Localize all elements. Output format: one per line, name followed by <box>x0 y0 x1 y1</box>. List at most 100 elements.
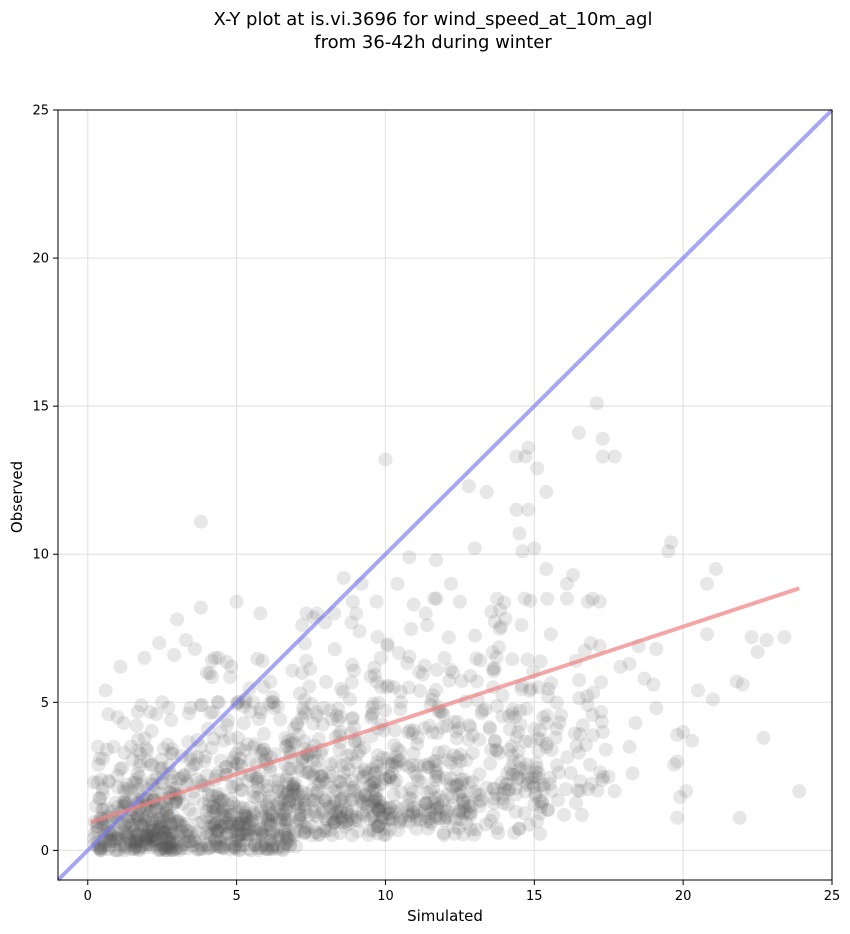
data-point <box>463 805 478 820</box>
data-point <box>96 802 111 817</box>
data-point <box>549 721 564 736</box>
data-point <box>371 818 386 833</box>
data-point <box>281 800 296 815</box>
data-point <box>190 842 205 857</box>
data-point <box>210 823 225 838</box>
data-point <box>592 639 607 654</box>
data-point <box>239 822 254 837</box>
data-point <box>161 700 176 715</box>
data-point <box>628 716 643 731</box>
data-point <box>238 816 253 831</box>
data-point <box>158 824 173 839</box>
data-point <box>269 827 284 842</box>
data-point <box>318 811 333 826</box>
data-point <box>211 765 226 780</box>
data-point <box>463 720 478 735</box>
data-point <box>393 702 408 717</box>
data-point <box>334 810 349 825</box>
data-point <box>283 837 298 852</box>
data-point <box>225 817 240 832</box>
data-point <box>290 793 305 808</box>
data-point <box>369 793 384 808</box>
data-point <box>91 819 106 834</box>
data-point <box>225 754 240 769</box>
x-tick-label: 5 <box>232 889 240 904</box>
data-point <box>305 820 320 835</box>
data-point <box>159 806 174 821</box>
data-point <box>282 833 297 848</box>
data-point <box>394 810 409 825</box>
data-point <box>402 649 417 664</box>
data-point <box>147 833 162 848</box>
data-point <box>339 806 354 821</box>
data-point <box>253 823 268 838</box>
data-point <box>216 803 231 818</box>
data-point <box>276 812 291 827</box>
data-point <box>243 704 258 719</box>
data-point <box>241 818 256 833</box>
data-point <box>189 772 204 787</box>
data-point <box>279 814 294 829</box>
data-point <box>567 726 582 741</box>
data-point <box>382 800 397 815</box>
data-point <box>423 806 438 821</box>
data-point <box>529 756 544 771</box>
data-point <box>193 698 208 713</box>
data-point <box>595 431 610 446</box>
data-point <box>216 807 231 822</box>
data-point <box>152 842 167 857</box>
data-point <box>219 828 234 843</box>
data-point <box>136 828 151 843</box>
data-point <box>549 695 564 710</box>
reference-lines <box>56 108 834 882</box>
data-point <box>339 815 354 830</box>
data-point <box>177 837 192 852</box>
data-point <box>129 834 144 849</box>
data-point <box>456 827 471 842</box>
data-point <box>263 817 278 832</box>
data-point <box>218 815 233 830</box>
data-point <box>315 805 330 820</box>
data-point <box>128 833 143 848</box>
data-point <box>265 806 280 821</box>
data-point <box>406 597 421 612</box>
data-point <box>325 768 340 783</box>
data-point <box>144 828 159 843</box>
data-point <box>159 831 174 846</box>
data-point <box>182 802 197 817</box>
data-point <box>135 821 150 836</box>
data-point <box>607 449 622 464</box>
data-point <box>750 644 765 659</box>
data-point <box>514 682 529 697</box>
data-point <box>468 787 483 802</box>
data-point <box>489 821 504 836</box>
data-point <box>494 775 509 790</box>
data-point <box>536 777 551 792</box>
data-point <box>459 753 474 768</box>
data-point <box>289 795 304 810</box>
plot-frame <box>57 109 833 881</box>
data-point <box>373 800 388 815</box>
data-point <box>166 842 181 857</box>
data-point <box>378 827 393 842</box>
data-point <box>268 774 283 789</box>
data-point <box>432 789 447 804</box>
data-point <box>266 824 281 839</box>
data-point <box>505 706 520 721</box>
data-point <box>340 813 355 828</box>
data-point <box>110 768 125 783</box>
data-point <box>294 784 309 799</box>
data-point <box>250 774 265 789</box>
data-point <box>295 665 310 680</box>
data-point <box>510 772 525 787</box>
data-point <box>278 731 293 746</box>
data-point <box>425 725 440 740</box>
data-point <box>169 834 184 849</box>
data-point <box>209 816 224 831</box>
data-point <box>385 766 400 781</box>
data-point <box>170 612 185 627</box>
x-tick-label: 25 <box>824 889 841 904</box>
data-point <box>280 769 295 784</box>
y-tick-label: 0 <box>41 844 49 859</box>
data-point <box>260 842 275 857</box>
